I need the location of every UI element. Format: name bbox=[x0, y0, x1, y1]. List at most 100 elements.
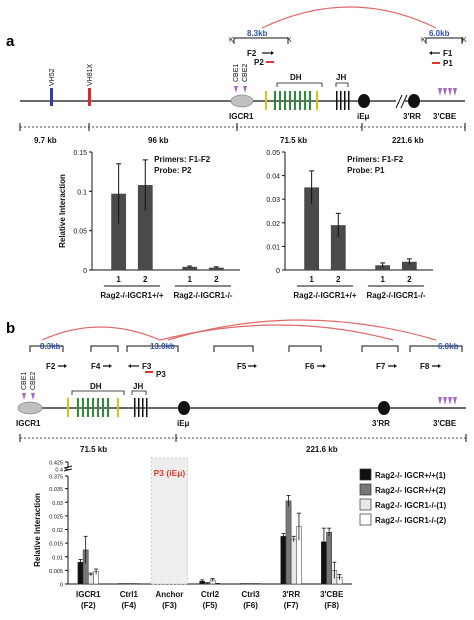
fragment-size-label: 13.0kb bbox=[150, 342, 175, 351]
y-axis-label: Relative Interaction bbox=[33, 493, 42, 567]
fragment-size-label: 6.0kb bbox=[429, 29, 450, 38]
bar bbox=[208, 267, 224, 270]
cbe1-label: CBE1 bbox=[21, 372, 28, 390]
interaction-arc bbox=[159, 324, 394, 341]
x-tick-label: (F2) bbox=[81, 601, 96, 610]
distance-label: 221.6 kb bbox=[392, 136, 424, 145]
distance-label: 9.7 kb bbox=[34, 136, 57, 145]
cbe3-triangles bbox=[438, 397, 457, 405]
bar bbox=[128, 583, 135, 585]
primer-f1-label: F1 bbox=[443, 49, 453, 58]
igcr1-element bbox=[230, 94, 254, 108]
bar bbox=[245, 583, 251, 585]
bar bbox=[290, 538, 297, 585]
cbe3-label: 3'CBE bbox=[433, 112, 457, 121]
dh-bracket bbox=[71, 390, 125, 395]
panel-b-label: b bbox=[6, 320, 15, 337]
legend-swatch bbox=[359, 468, 372, 481]
primer-f6-label: F6 bbox=[305, 362, 315, 371]
y-tick-label: 0.05 bbox=[266, 150, 280, 157]
y-tick-label: 0.035 bbox=[49, 487, 63, 493]
bar bbox=[280, 536, 287, 585]
bar bbox=[304, 187, 320, 270]
bar bbox=[285, 500, 292, 585]
cbe1-triangle bbox=[234, 86, 238, 93]
vh52-segment bbox=[50, 88, 53, 106]
group-label: Rag2-/-IGCR1+/+ bbox=[293, 291, 356, 300]
dh-segments bbox=[77, 398, 109, 417]
vh52-label: VH52 bbox=[49, 68, 56, 86]
distance-label: 96 kb bbox=[148, 136, 169, 145]
bar bbox=[250, 583, 257, 585]
primers-label: Primers: F1-F2 bbox=[154, 155, 211, 164]
bar bbox=[123, 583, 130, 585]
bar bbox=[401, 261, 417, 270]
rr-label: 3'RR bbox=[403, 112, 421, 121]
dh-end-segment bbox=[316, 91, 318, 110]
fragment-size-label: 8.3kb bbox=[247, 29, 268, 38]
cbe3-triangles bbox=[438, 88, 457, 96]
jh-label: JH bbox=[133, 382, 143, 391]
bar bbox=[77, 561, 84, 585]
probe-label: Probe: P2 bbox=[154, 166, 192, 175]
probe-p1-label: P1 bbox=[443, 59, 453, 68]
primer-f2-label: F2 bbox=[247, 49, 257, 58]
cbe1-triangle bbox=[22, 393, 26, 400]
legend-label: Rag2-/- IGCR+/+(1) bbox=[375, 471, 446, 480]
k-label: K bbox=[421, 37, 426, 44]
chart-a2: 0 0.01 0.02 0.03 0.04 0.05 1 2 1 2 Rag2-/-IGCR1+/+… bbox=[266, 150, 433, 300]
y-tick-label: 0.425 bbox=[49, 461, 63, 467]
rr-label: 3'RR bbox=[372, 419, 390, 428]
x-tick-label: 2 bbox=[214, 275, 219, 284]
fragment-brackets-b bbox=[29, 345, 463, 352]
distance-label: 71.5 kb bbox=[80, 445, 107, 454]
axis-break-icon bbox=[63, 465, 73, 472]
iemu-element bbox=[178, 401, 190, 415]
interaction-arc bbox=[41, 326, 161, 341]
y-tick-label: 0.05 bbox=[73, 229, 87, 236]
x-tick-label: 2 bbox=[143, 275, 148, 284]
y-tick-label: 0 bbox=[83, 268, 87, 275]
iemu-label: iEμ bbox=[357, 112, 370, 121]
legend-swatch bbox=[359, 513, 372, 526]
legend-label: Rag2-/- IGCR1-/-(1) bbox=[375, 501, 446, 510]
x-tick-label: IGCR1 bbox=[76, 590, 101, 599]
y-tick-label: 0.15 bbox=[73, 150, 87, 157]
x-tick-label: 3'RR bbox=[282, 590, 300, 599]
iemu-element bbox=[358, 94, 370, 108]
k-label: K bbox=[462, 37, 467, 44]
y-tick-label: 0.4 bbox=[55, 468, 63, 474]
x-tick-label: Ctrl1 bbox=[120, 590, 139, 599]
legend-label: Rag2-/- IGCR1-/-(2) bbox=[375, 516, 446, 525]
distance-ruler-a: 9.7 kb 96 kb 71.5 kb 221.6 kb bbox=[19, 123, 466, 145]
x-tick-label: 1 bbox=[380, 275, 385, 284]
probe-p3-label: P3 bbox=[156, 370, 166, 379]
x-tick-label: 2 bbox=[336, 275, 341, 284]
legend-swatch bbox=[359, 498, 372, 511]
chart-b: 00.0050.010.0150.020.0250.030.0350.3750.… bbox=[33, 457, 446, 610]
bar bbox=[118, 583, 124, 585]
rr-element bbox=[408, 94, 420, 108]
arrow-right-icon bbox=[271, 51, 274, 55]
y-tick-label: 0.03 bbox=[52, 501, 63, 507]
x-tick-label: 1 bbox=[309, 275, 314, 284]
cbe2-label: CBE2 bbox=[242, 64, 249, 82]
x-tick-label: 1 bbox=[116, 275, 121, 284]
group-label: Rag2-/-IGCR1-/- bbox=[173, 291, 232, 300]
x-tick-label: 3'CBE bbox=[320, 590, 344, 599]
dh-end-segment bbox=[117, 398, 119, 417]
primers-label: Primers: F1-F2 bbox=[347, 155, 404, 164]
primer-f8-label: F8 bbox=[420, 362, 430, 371]
bar bbox=[111, 193, 127, 270]
igcr1-label: IGCR1 bbox=[229, 112, 254, 121]
fragment-size-label: 6.0kb bbox=[438, 342, 459, 351]
igcr1-label: IGCR1 bbox=[16, 419, 41, 428]
jh-segments bbox=[336, 91, 350, 110]
cbe2-triangle bbox=[31, 393, 35, 400]
x-tick-label: 2 bbox=[407, 275, 412, 284]
y-tick-label: 0.01 bbox=[52, 555, 63, 561]
y-tick-label: 0.1 bbox=[77, 189, 87, 196]
cbe3-label: 3'CBE bbox=[433, 419, 457, 428]
vh81x-segment bbox=[88, 88, 91, 106]
